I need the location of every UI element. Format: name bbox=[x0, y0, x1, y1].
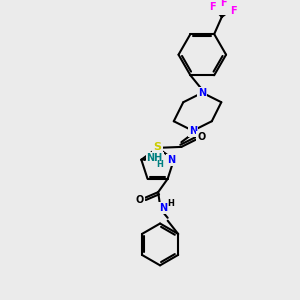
Text: N: N bbox=[159, 203, 167, 213]
Text: N: N bbox=[198, 88, 206, 98]
Text: H: H bbox=[167, 199, 174, 208]
Text: N: N bbox=[189, 126, 197, 136]
Text: O: O bbox=[197, 132, 206, 142]
Text: S: S bbox=[154, 142, 162, 152]
Text: N: N bbox=[167, 155, 175, 165]
Text: F: F bbox=[209, 2, 216, 13]
Text: F: F bbox=[220, 0, 227, 8]
Text: F: F bbox=[230, 6, 236, 16]
Text: O: O bbox=[136, 195, 144, 205]
Text: H: H bbox=[156, 160, 163, 169]
Text: NH: NH bbox=[146, 153, 163, 163]
